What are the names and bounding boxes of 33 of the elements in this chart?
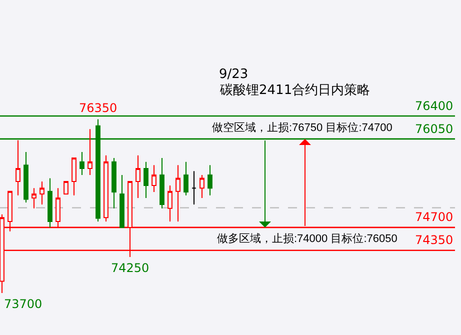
candlestick — [16, 140, 20, 196]
candlestick — [152, 164, 156, 193]
candlestick — [176, 164, 180, 222]
candlestick — [24, 152, 28, 204]
candlestick — [144, 161, 148, 198]
ref-line-label: 76400 — [415, 99, 454, 113]
annotation: 76350 — [79, 101, 118, 115]
text: 做多区域，止损:74000 目标位:76050 — [217, 232, 398, 245]
ref-line-label: 74350 — [415, 233, 454, 247]
candlestick — [64, 181, 68, 195]
ref-line-label: 74700 — [415, 210, 454, 224]
candlestick — [112, 157, 116, 209]
candlestick — [136, 154, 140, 198]
candlestick — [104, 154, 108, 222]
candlestick — [208, 164, 212, 196]
candlestick — [88, 128, 92, 176]
candlestick — [72, 157, 76, 196]
candlestick — [200, 174, 204, 198]
text: 73700 — [4, 297, 42, 311]
candlestick — [192, 170, 196, 205]
candlestick — [120, 174, 124, 228]
ref-line-label: 76050 — [415, 122, 454, 136]
chart-title: 9/23 — [219, 67, 248, 82]
annotation: 做空区域，止损:76750 目标位:74700 — [212, 121, 392, 134]
annotation: 74250 — [111, 261, 150, 275]
candlestick — [48, 178, 52, 228]
candlestick — [40, 181, 44, 205]
text: 碳酸锂2411合约日内策略 — [219, 83, 370, 98]
candlestick — [184, 161, 188, 196]
candlestick — [168, 184, 172, 222]
candlestick — [32, 188, 36, 209]
candlestick — [80, 152, 84, 176]
candlestick — [160, 157, 164, 209]
